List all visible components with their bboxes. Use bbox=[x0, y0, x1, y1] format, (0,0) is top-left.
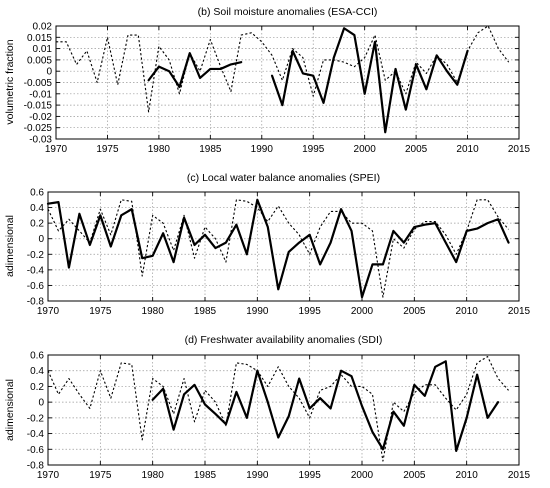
x-tick-label: 1970 bbox=[37, 306, 60, 317]
y-tick-label: 0.02 bbox=[33, 22, 53, 33]
x-tick-label: 2010 bbox=[456, 144, 479, 155]
series-line-solid bbox=[151, 360, 500, 452]
y-tick-label: 0 bbox=[38, 398, 44, 409]
series-line-solid bbox=[270, 27, 469, 134]
chart-panel-2: -0.8 -0.6 -0.4 -0.2 0 0.2 0.4 0.6 1970 1975 1980 19… bbox=[4, 334, 531, 481]
y-tick-label: -0.6 bbox=[27, 281, 45, 292]
x-tick-label: 2015 bbox=[508, 470, 531, 481]
y-tick-label: -0.025 bbox=[24, 123, 53, 134]
x-tick-label: 1970 bbox=[37, 470, 60, 481]
y-tick-label: 0.4 bbox=[30, 366, 44, 377]
x-tick-label: 2005 bbox=[405, 144, 428, 155]
y-tick-label: 0 bbox=[38, 234, 44, 245]
x-tick-label: 2015 bbox=[508, 306, 531, 317]
x-tick-label: 2010 bbox=[456, 470, 479, 481]
y-tick-label: -0.015 bbox=[24, 101, 53, 112]
x-tick-label: 1985 bbox=[199, 144, 222, 155]
y-tick-label: -0.02 bbox=[29, 112, 52, 123]
x-tick-label: 1975 bbox=[89, 470, 112, 481]
y-tick-label: 0.01 bbox=[33, 44, 53, 55]
x-tick-label: 1985 bbox=[194, 306, 217, 317]
y-tick-label: 0.6 bbox=[30, 351, 44, 362]
y-tick-label: 0.2 bbox=[30, 382, 44, 393]
series-line-dotted bbox=[47, 199, 509, 298]
x-tick-label: 1995 bbox=[299, 306, 322, 317]
x-tick-label: 1995 bbox=[302, 144, 325, 155]
y-tick-label: -0.4 bbox=[27, 265, 45, 276]
x-tick-label: 1990 bbox=[246, 306, 269, 317]
x-tick-label: 2000 bbox=[351, 470, 374, 481]
x-tick-label: 1990 bbox=[246, 470, 269, 481]
y-axis-label: adimensional bbox=[4, 215, 16, 277]
x-tick-label: 2000 bbox=[351, 306, 374, 317]
y-tick-label: 0.4 bbox=[30, 203, 44, 214]
y-tick-label: -0.01 bbox=[29, 89, 52, 100]
x-tick-label: 1970 bbox=[45, 144, 68, 155]
y-tick-label: 0.005 bbox=[27, 55, 52, 66]
chart-title: (c) Local water balance anomalies (SPEI) bbox=[187, 172, 380, 184]
x-tick-label: 1980 bbox=[148, 144, 171, 155]
plot-frame bbox=[47, 191, 520, 302]
series-line-solid bbox=[147, 52, 243, 89]
x-tick-label: 1980 bbox=[142, 470, 165, 481]
series-line-dotted bbox=[47, 356, 509, 462]
x-tick-label: 2010 bbox=[456, 306, 479, 317]
x-tick-label: 2000 bbox=[354, 144, 377, 155]
x-tick-label: 1995 bbox=[299, 470, 322, 481]
y-axis-label: volumetric fraction bbox=[4, 39, 16, 124]
x-tick-label: 1975 bbox=[89, 306, 112, 317]
y-tick-label: 0.2 bbox=[30, 219, 44, 230]
y-tick-label: -0.03 bbox=[29, 135, 52, 146]
chart-panel-0: -0.03-0.025-0.02-0.015-0.01-0.00500.0050… bbox=[4, 6, 531, 155]
y-tick-label: -0.005 bbox=[24, 78, 53, 89]
x-tick-label: 1990 bbox=[251, 144, 274, 155]
x-tick-label: 2015 bbox=[508, 144, 531, 155]
y-tick-label: -0.2 bbox=[27, 413, 45, 424]
y-tick-label: -0.4 bbox=[27, 429, 45, 440]
y-tick-label: 0 bbox=[46, 67, 52, 78]
chart-title: (b) Soil moisture anomalies (ESA-CCI) bbox=[198, 6, 378, 18]
y-tick-label: -0.8 bbox=[27, 297, 45, 308]
x-tick-label: 2005 bbox=[403, 470, 426, 481]
series-line-solid bbox=[46, 198, 510, 299]
y-tick-label: -0.2 bbox=[27, 250, 45, 261]
y-tick-label: -0.8 bbox=[27, 461, 45, 472]
y-axis-label: adimensional bbox=[4, 379, 16, 441]
x-tick-label: 1975 bbox=[96, 144, 119, 155]
y-tick-label: 0.6 bbox=[30, 188, 44, 199]
y-tick-label: 0.015 bbox=[27, 33, 52, 44]
series-line-dotted bbox=[56, 25, 510, 113]
x-tick-label: 2005 bbox=[403, 306, 426, 317]
y-tick-label: -0.6 bbox=[27, 445, 45, 456]
plot-frame bbox=[47, 354, 520, 466]
x-tick-label: 1980 bbox=[142, 306, 165, 317]
chart-title: (d) Freshwater availability anomalies (S… bbox=[185, 334, 383, 346]
x-tick-label: 1985 bbox=[194, 470, 217, 481]
chart-panel-1: -0.8 -0.6 -0.4 -0.2 0 0.2 0.4 0.6 1970 1975 1980 19… bbox=[4, 172, 531, 317]
